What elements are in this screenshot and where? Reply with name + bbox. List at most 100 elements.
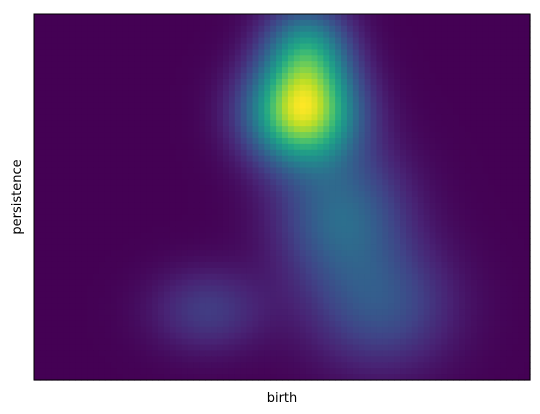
heatmap-cell bbox=[329, 297, 336, 304]
heatmap-cell bbox=[512, 344, 519, 352]
heatmap-cell bbox=[470, 108, 478, 115]
heatmap-cell bbox=[376, 303, 383, 310]
heatmap-cell bbox=[323, 155, 330, 163]
heatmap-cell bbox=[81, 108, 88, 115]
heatmap-cell bbox=[282, 202, 289, 210]
heatmap-cell bbox=[81, 31, 88, 39]
heatmap-cell bbox=[234, 137, 242, 145]
heatmap-cell bbox=[459, 197, 466, 204]
heatmap-cell bbox=[39, 250, 47, 257]
heatmap-cell bbox=[87, 102, 94, 110]
heatmap-cell bbox=[81, 297, 88, 304]
heatmap-cell bbox=[376, 31, 383, 39]
heatmap-cell bbox=[293, 244, 301, 251]
heatmap-cell bbox=[305, 167, 313, 174]
heatmap-cell bbox=[282, 309, 289, 316]
heatmap-cell bbox=[110, 338, 118, 346]
heatmap-cell bbox=[181, 356, 189, 363]
heatmap-cell bbox=[429, 232, 437, 239]
heatmap-cell bbox=[63, 161, 71, 169]
heatmap-cell bbox=[287, 273, 295, 281]
heatmap-cell bbox=[193, 149, 200, 157]
heatmap-cell bbox=[175, 291, 183, 298]
heatmap-cell bbox=[406, 19, 413, 27]
heatmap-cell bbox=[87, 338, 94, 346]
heatmap-cell bbox=[423, 197, 431, 204]
heatmap-cell bbox=[346, 43, 354, 51]
heatmap-cell bbox=[512, 132, 519, 139]
heatmap-cell bbox=[205, 179, 212, 186]
heatmap-cell bbox=[299, 350, 307, 357]
heatmap-cell bbox=[228, 73, 236, 80]
heatmap-cell bbox=[335, 303, 342, 310]
heatmap-cell bbox=[217, 226, 224, 234]
heatmap-cell bbox=[500, 256, 507, 263]
heatmap-cell bbox=[358, 309, 366, 316]
heatmap-cell bbox=[329, 143, 336, 151]
heatmap-cell bbox=[494, 344, 502, 352]
heatmap-cell bbox=[488, 238, 496, 245]
heatmap-cell bbox=[382, 267, 389, 275]
heatmap-cell bbox=[75, 149, 82, 157]
heatmap-cell bbox=[246, 90, 254, 98]
heatmap-cell bbox=[158, 14, 165, 21]
heatmap-cell bbox=[512, 149, 519, 157]
heatmap-cell bbox=[276, 208, 283, 216]
heatmap-cell bbox=[417, 14, 425, 21]
heatmap-cell bbox=[193, 43, 200, 51]
heatmap-cell bbox=[116, 161, 124, 169]
heatmap-cell bbox=[181, 120, 189, 127]
heatmap-cell bbox=[482, 137, 490, 145]
heatmap-cell bbox=[394, 155, 401, 163]
heatmap-cell bbox=[128, 149, 135, 157]
heatmap-cell bbox=[406, 344, 413, 352]
heatmap-cell bbox=[441, 179, 448, 186]
heatmap-cell bbox=[417, 90, 425, 98]
heatmap-cell bbox=[276, 238, 283, 245]
heatmap-cell bbox=[110, 191, 118, 198]
heatmap-cell bbox=[411, 297, 419, 304]
heatmap-cell bbox=[75, 96, 82, 104]
heatmap-cell bbox=[305, 344, 313, 352]
heatmap-cell bbox=[364, 279, 372, 287]
heatmap-cell bbox=[400, 31, 407, 39]
heatmap-cell bbox=[205, 326, 212, 334]
heatmap-cell bbox=[282, 356, 289, 363]
heatmap-cell bbox=[482, 114, 490, 121]
heatmap-cell bbox=[400, 338, 407, 346]
heatmap-cell bbox=[447, 78, 454, 86]
heatmap-cell bbox=[488, 297, 496, 304]
heatmap-cell bbox=[299, 338, 307, 346]
heatmap-cell bbox=[222, 214, 230, 222]
heatmap-cell bbox=[305, 226, 313, 234]
heatmap-cell bbox=[335, 356, 342, 363]
heatmap-cell bbox=[205, 261, 212, 269]
heatmap-cell bbox=[500, 214, 507, 222]
heatmap-cell bbox=[134, 250, 141, 257]
heatmap-cell bbox=[388, 261, 395, 269]
heatmap-cell bbox=[34, 67, 41, 74]
heatmap-cell bbox=[146, 31, 153, 39]
heatmap-cell bbox=[45, 126, 53, 133]
heatmap-cell bbox=[264, 126, 271, 133]
heatmap-cell bbox=[110, 25, 118, 33]
heatmap-cell bbox=[63, 108, 71, 115]
heatmap-cell bbox=[175, 132, 183, 139]
heatmap-cell bbox=[352, 108, 360, 115]
heatmap-cell bbox=[252, 49, 259, 56]
heatmap-cell bbox=[299, 250, 307, 257]
heatmap-cell bbox=[146, 173, 153, 180]
heatmap-cell bbox=[217, 137, 224, 145]
heatmap-cell bbox=[411, 114, 419, 121]
heatmap-cell bbox=[140, 338, 147, 346]
heatmap-cell bbox=[453, 202, 460, 210]
heatmap-cell bbox=[34, 155, 41, 163]
heatmap-cell bbox=[470, 67, 478, 74]
heatmap-cell bbox=[246, 261, 254, 269]
heatmap-cell bbox=[128, 338, 135, 346]
heatmap-cell bbox=[305, 356, 313, 363]
heatmap-cell bbox=[441, 31, 448, 39]
heatmap-cell bbox=[329, 226, 336, 234]
heatmap-cell bbox=[211, 332, 218, 340]
heatmap-cell bbox=[382, 108, 389, 115]
